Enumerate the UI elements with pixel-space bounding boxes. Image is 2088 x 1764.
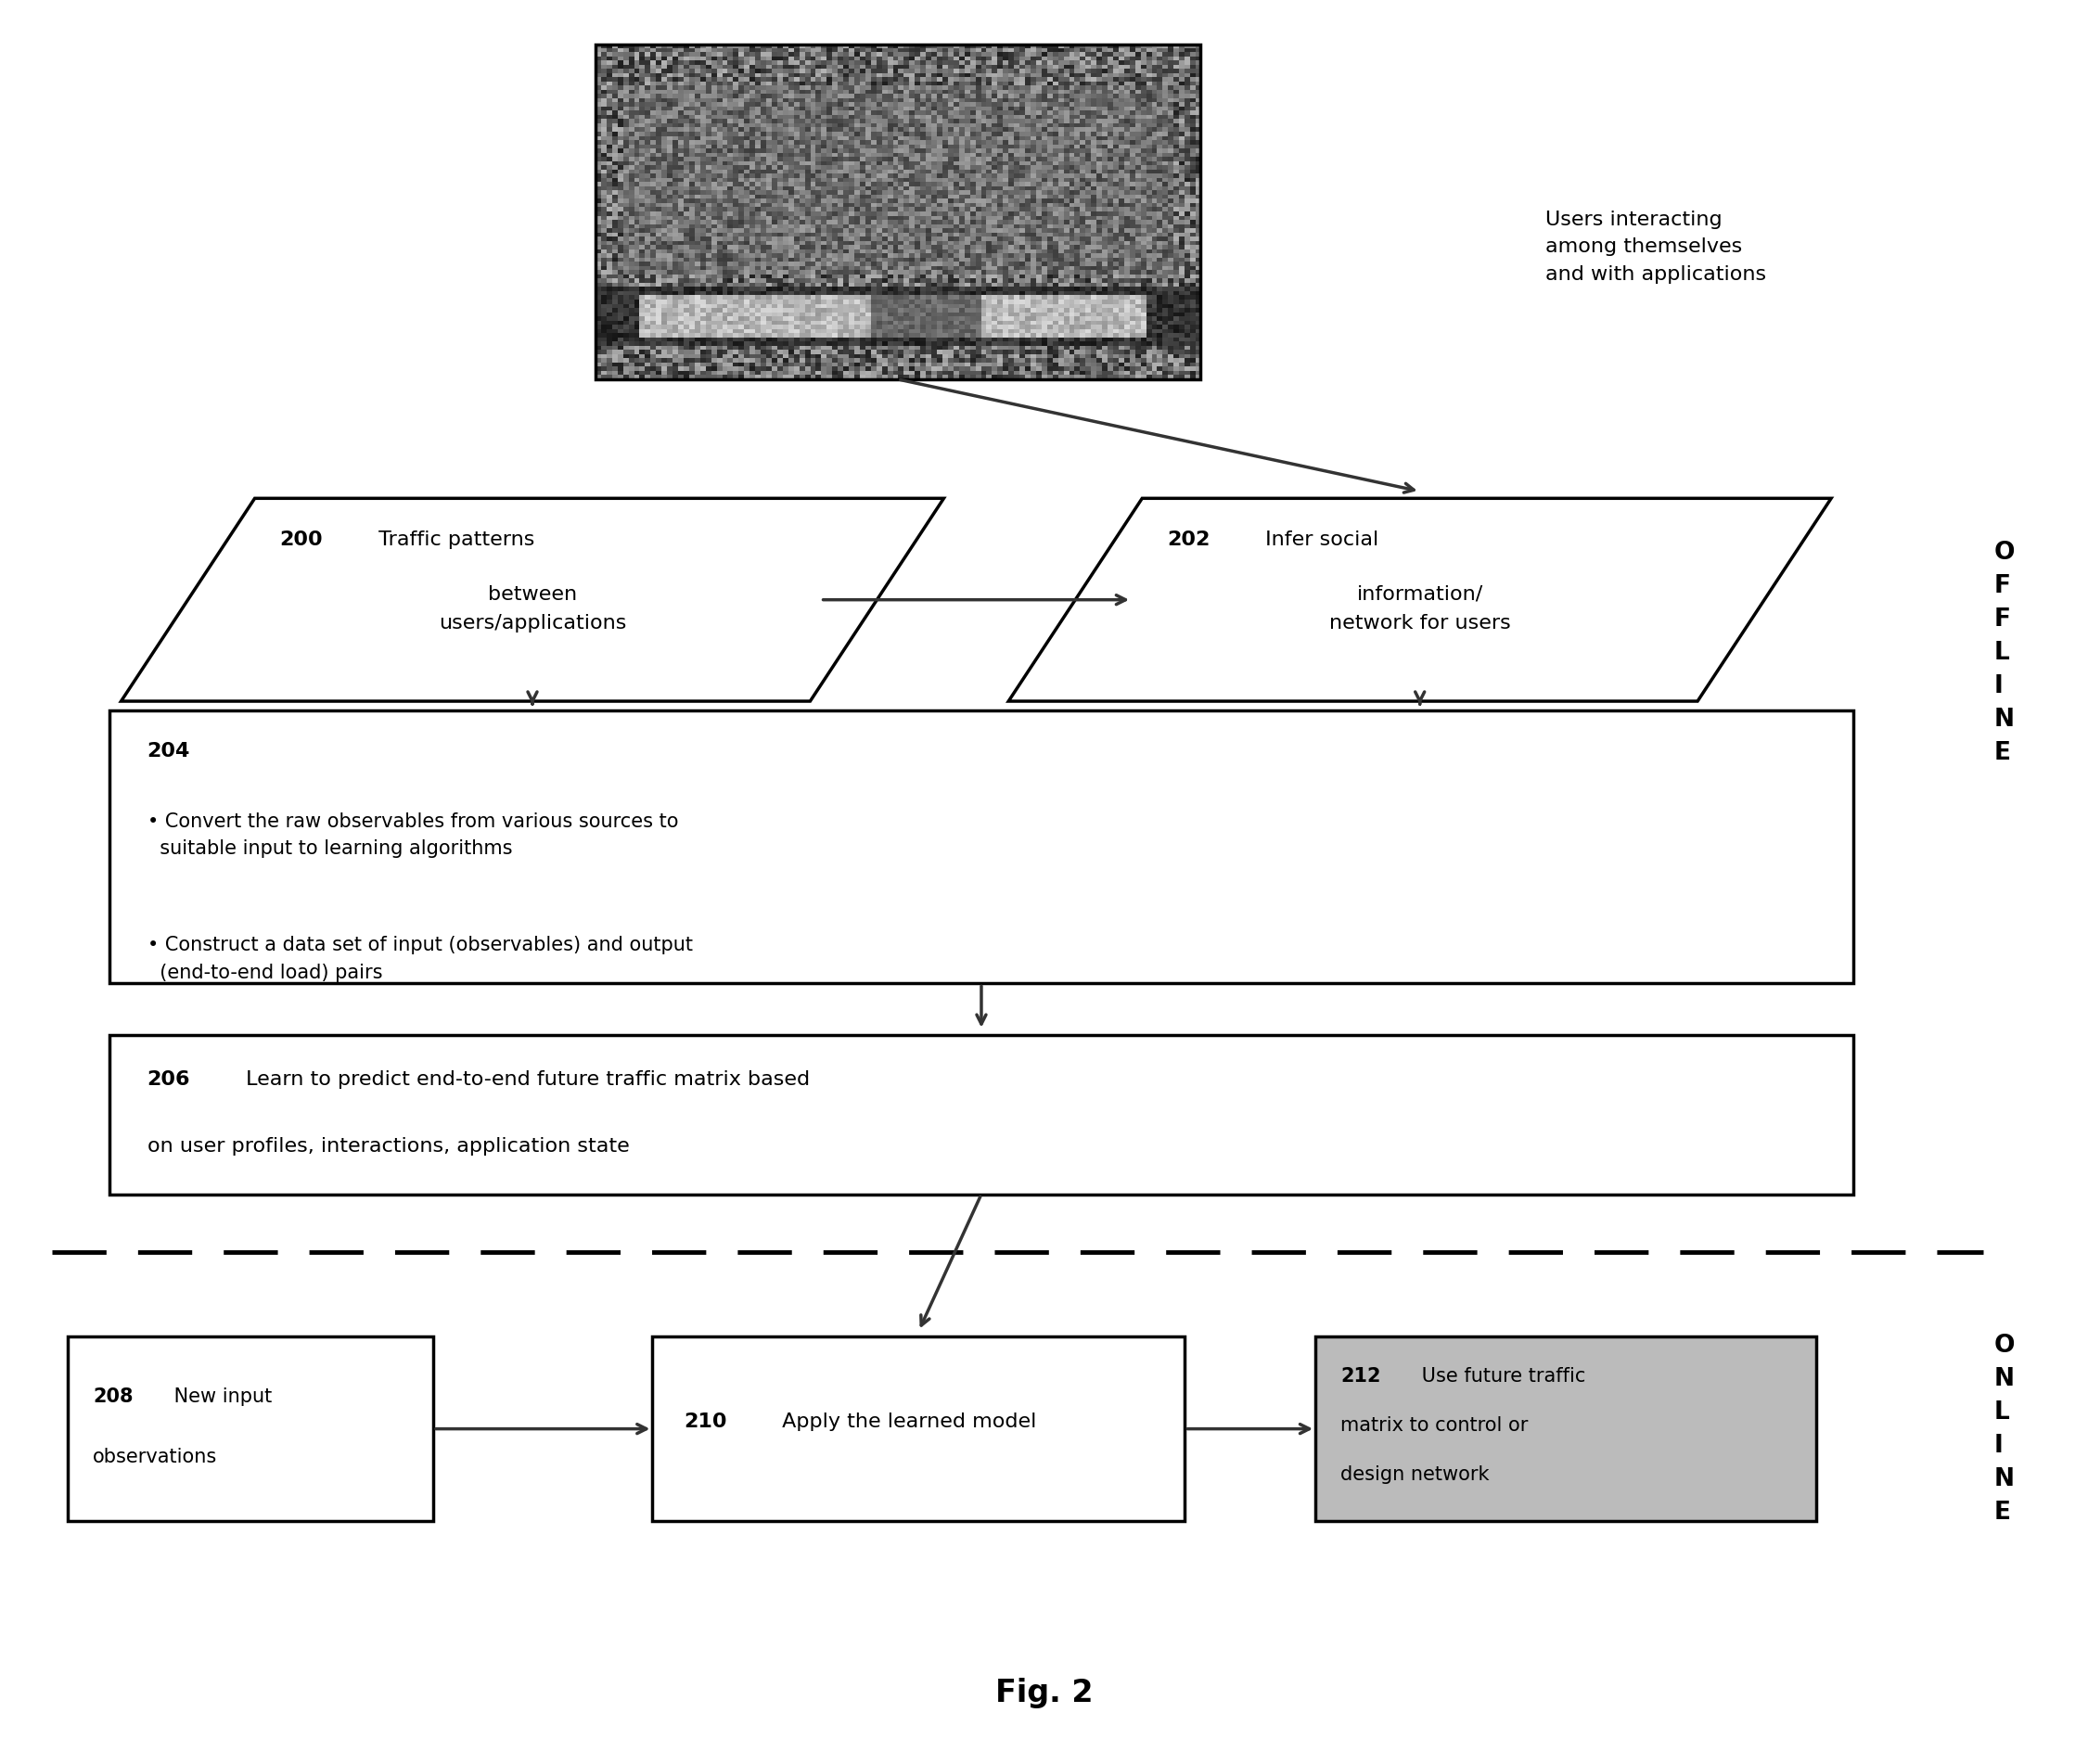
Text: Fig. 2: Fig. 2 (996, 1678, 1092, 1709)
Text: 208: 208 (92, 1388, 134, 1406)
Polygon shape (1009, 499, 1831, 700)
Text: Traffic patterns: Traffic patterns (372, 531, 535, 549)
Text: 212: 212 (1340, 1367, 1380, 1385)
Text: 210: 210 (683, 1413, 727, 1431)
Text: • Construct a data set of input (observables) and output
  (end-to-end load) pai: • Construct a data set of input (observa… (146, 935, 693, 983)
Text: Infer social: Infer social (1259, 531, 1378, 549)
Polygon shape (121, 499, 944, 700)
Text: matrix to control or: matrix to control or (1340, 1416, 1528, 1434)
Text: O
N
L
I
N
E: O N L I N E (1994, 1334, 2015, 1524)
Text: information/
network for users: information/ network for users (1330, 586, 1510, 632)
Text: New input: New input (167, 1388, 271, 1406)
Text: 206: 206 (146, 1071, 190, 1088)
FancyBboxPatch shape (651, 1337, 1186, 1521)
Text: on user profiles, interactions, application state: on user profiles, interactions, applicat… (146, 1138, 628, 1155)
Text: Apply the learned model: Apply the learned model (775, 1413, 1036, 1431)
FancyBboxPatch shape (67, 1337, 434, 1521)
Text: O
F
F
L
I
N
E: O F F L I N E (1994, 540, 2015, 766)
FancyBboxPatch shape (109, 1035, 1852, 1194)
FancyBboxPatch shape (1315, 1337, 1817, 1521)
FancyBboxPatch shape (109, 709, 1852, 984)
Text: between
users/applications: between users/applications (438, 586, 626, 632)
Text: design network: design network (1340, 1466, 1489, 1484)
Text: observations: observations (92, 1448, 217, 1466)
Text: • Convert the raw observables from various sources to
  suitable input to learni: • Convert the raw observables from vario… (146, 811, 679, 859)
Text: Users interacting
among themselves
and with applications: Users interacting among themselves and w… (1545, 210, 1766, 284)
Text: 204: 204 (146, 741, 190, 760)
Text: 202: 202 (1167, 531, 1211, 549)
Text: Use future traffic: Use future traffic (1416, 1367, 1585, 1385)
Text: Learn to predict end-to-end future traffic matrix based: Learn to predict end-to-end future traff… (238, 1071, 810, 1088)
Text: 200: 200 (280, 531, 324, 549)
